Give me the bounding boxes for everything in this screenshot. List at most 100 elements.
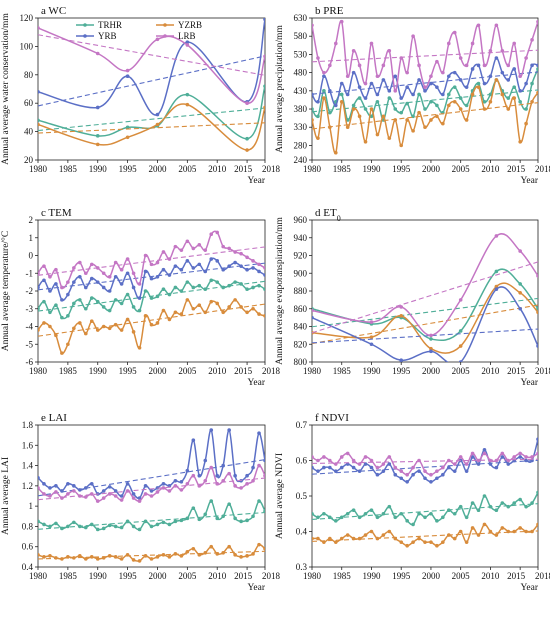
data-point-yzrb: [95, 557, 100, 561]
data-point-lrb: [518, 249, 522, 253]
x-tick-label: 2005: [178, 366, 197, 376]
data-point-trhr: [143, 519, 148, 524]
data-point-yrb: [203, 269, 208, 274]
data-point-yrb: [470, 455, 475, 459]
data-point-yrb: [435, 85, 439, 89]
data-point-trhr: [209, 278, 214, 283]
data-point-yzrb: [446, 533, 451, 537]
data-point-trhr: [536, 490, 538, 495]
y-tick-label: 330: [294, 122, 308, 132]
y-tick-label: -6: [26, 357, 34, 367]
x-tick-label: 2005: [178, 571, 197, 581]
data-point-lrb: [476, 23, 481, 28]
data-point-yrb: [452, 70, 457, 75]
x-tick-label: 1985: [333, 571, 352, 581]
data-point-yzrb: [209, 544, 214, 549]
data-point-yrb: [179, 480, 184, 484]
data-point-lrb: [381, 462, 386, 466]
data-point-trhr: [411, 522, 415, 527]
data-point-lrb: [405, 70, 409, 75]
data-point-lrb: [107, 275, 112, 279]
data-point-yrb: [381, 469, 386, 473]
data-point-yrb: [369, 81, 374, 86]
data-point-yrb: [446, 465, 451, 470]
data-point-trhr: [233, 280, 237, 284]
data-point-yrb: [316, 469, 320, 473]
y-tick-label: 40: [24, 127, 34, 137]
data-point-trhr: [351, 508, 356, 512]
data-point-trhr: [405, 101, 409, 106]
data-point-yrb: [312, 315, 314, 320]
data-point-yrb: [161, 482, 166, 486]
data-point-trhr: [48, 310, 52, 315]
data-point-yrb: [494, 287, 499, 292]
data-point-trhr: [209, 499, 214, 503]
x-tick-label: 1985: [59, 571, 78, 581]
data-point-yrb: [191, 438, 196, 443]
data-point-lrb: [411, 34, 415, 39]
data-point-yrb: [429, 81, 433, 86]
trend-line-yrb: [312, 459, 538, 475]
data-point-yrb: [500, 455, 505, 459]
data-point-yrb: [312, 465, 314, 470]
data-point-trhr: [506, 504, 511, 509]
data-point-yrb: [464, 469, 469, 473]
x-tick-label: 1985: [59, 164, 78, 174]
data-point-lrb: [399, 56, 404, 60]
x-tick-label: 2010: [208, 366, 227, 376]
data-point-lrb: [215, 230, 220, 235]
x-tick-label: 2005: [452, 571, 471, 581]
data-point-yrb: [221, 267, 225, 272]
x-tick-label: 2018: [535, 366, 550, 376]
data-point-yzrb: [351, 107, 356, 111]
x-axis-label: Year: [247, 583, 265, 593]
x-tick-label: 2018: [535, 571, 550, 581]
data-point-lrb: [452, 30, 457, 35]
y-axis-label: Annual average LAI: [1, 457, 11, 535]
data-point-trhr: [203, 512, 208, 517]
trend-line-yzrb: [38, 122, 265, 134]
data-point-yzrb: [89, 555, 94, 559]
y-tick-label: 0.5: [296, 491, 308, 501]
data-point-trhr: [435, 519, 439, 523]
data-point-trhr: [458, 96, 463, 100]
trend-line-lrb: [312, 261, 538, 334]
data-point-yrb: [78, 488, 82, 492]
data-point-yzrb: [458, 344, 463, 348]
data-point-yzrb: [405, 543, 409, 548]
data-point-yrb: [131, 285, 136, 290]
data-point-yrb: [203, 458, 208, 463]
x-tick-label: 1980: [303, 366, 322, 376]
data-point-lrb: [512, 41, 517, 46]
x-axis-label: Year: [247, 176, 265, 186]
data-point-yrb: [524, 81, 528, 86]
y-tick-label: 380: [294, 104, 308, 114]
data-point-trhr: [482, 99, 487, 104]
data-point-yzrb: [233, 553, 237, 557]
data-point-yrb: [239, 264, 243, 268]
data-point-yzrb: [375, 132, 380, 137]
data-point-lrb: [161, 250, 166, 254]
data-point-trhr: [518, 497, 522, 502]
data-point-lrb: [125, 489, 130, 493]
data-point-yzrb: [263, 546, 265, 551]
data-point-yrb: [417, 469, 421, 473]
data-point-trhr: [113, 524, 118, 529]
data-point-yzrb: [251, 306, 255, 311]
data-point-yrb: [417, 78, 421, 82]
data-point-yrb: [119, 282, 124, 286]
y-tick-label: 0.6: [296, 456, 308, 466]
data-point-yzrb: [417, 536, 421, 541]
data-point-trhr: [191, 506, 196, 510]
data-point-yrb: [227, 264, 231, 268]
plot-area: [312, 19, 538, 155]
data-point-yzrb: [500, 92, 505, 97]
data-point-yzrb: [488, 99, 493, 104]
x-tick-label: 2015: [234, 366, 253, 376]
data-point-lrb: [113, 260, 118, 265]
data-point-trhr: [512, 501, 517, 505]
data-point-yrb: [107, 289, 112, 293]
data-point-yzrb: [333, 540, 338, 544]
data-point-lrb: [137, 499, 142, 503]
y-tick-label: 120: [20, 13, 34, 23]
